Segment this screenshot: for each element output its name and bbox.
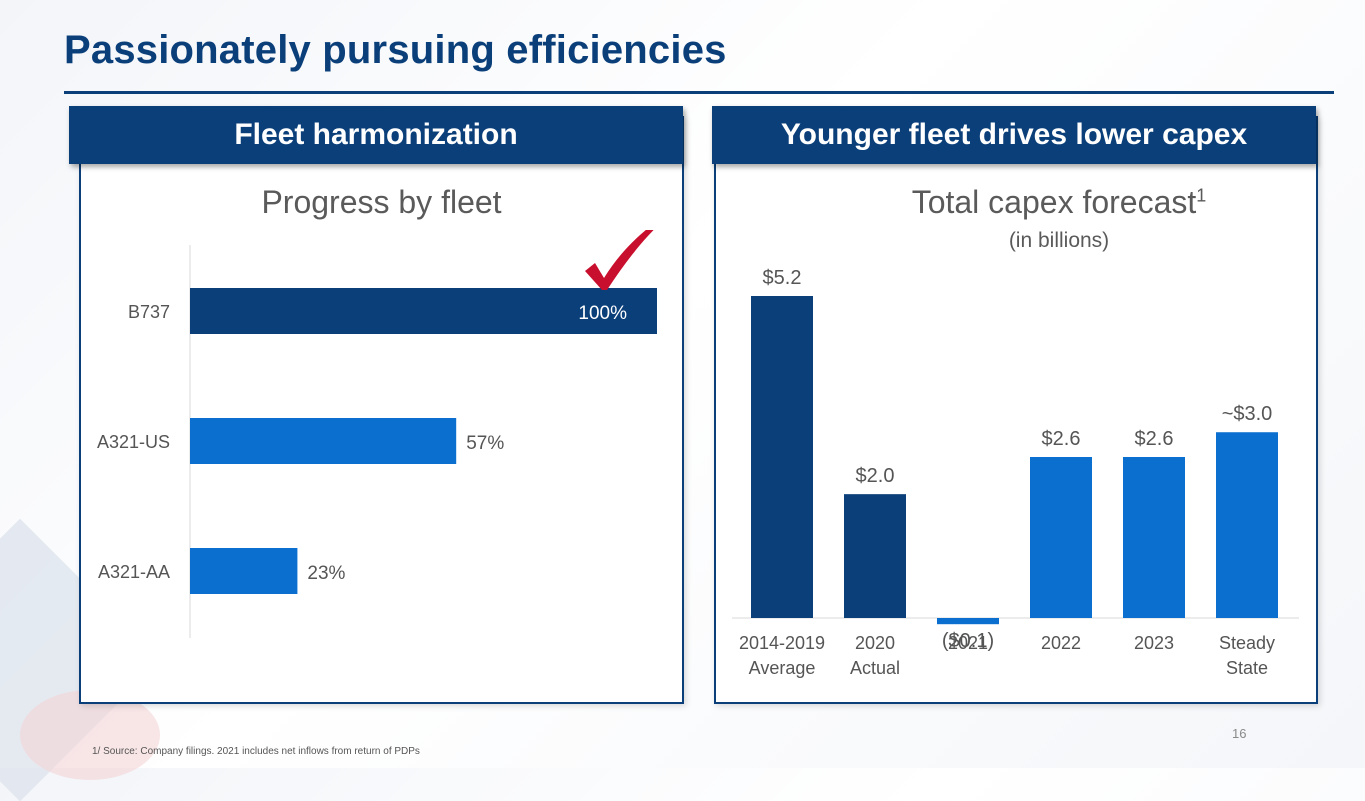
fleet-value-label: 57%: [466, 433, 504, 454]
capex-bar: [1123, 457, 1185, 618]
capex-category-label: 2014-2019: [739, 633, 825, 653]
capex-bar: [844, 494, 906, 618]
fleet-category-label: A321-AA: [98, 562, 170, 582]
fleet-harmonization-header: Fleet harmonization: [69, 106, 683, 164]
capex-forecast-chart: $5.2 2014-2019 Average $2.0 2020 Actual ($0.1)…: [732, 267, 1299, 678]
page-number: 16: [1232, 726, 1247, 741]
capex-value-label: $2.6: [1135, 428, 1174, 450]
capex-bar: [751, 296, 813, 618]
capex-bar: [1216, 432, 1278, 618]
fleet-value-label: 23%: [307, 563, 345, 584]
capex-chart-title: Total capex forecast1: [714, 184, 1365, 221]
capex-value-label: ~$3.0: [1222, 403, 1273, 425]
capex-category-label: 2023: [1134, 633, 1174, 653]
capex-category-label: 2022: [1041, 633, 1081, 653]
fleet-category-label: B737: [128, 302, 170, 322]
title-underline: [64, 91, 1334, 94]
capex-chart-subtitle: (in billions): [1008, 229, 1110, 252]
fleet-harmonization-panel: [79, 116, 684, 704]
capex-chart-title-text: Total capex forecast: [911, 184, 1197, 220]
capex-category-label: Actual: [850, 658, 900, 678]
capex-bar: [937, 618, 999, 625]
capex-header: Younger fleet drives lower capex: [712, 106, 1316, 164]
fleet-category-label: A321-US: [97, 432, 170, 452]
capex-category-label: Average: [749, 658, 816, 678]
progress-chart-title: Progress by fleet: [261, 184, 502, 220]
slide-title: Passionately pursuing efficiencies: [64, 28, 727, 72]
capex-value-label: $5.2: [763, 267, 802, 289]
fleet-bar-a321-us: [190, 418, 457, 464]
fleet-progress-chart: B737 100% A321-US 57% A321-AA 23%: [97, 230, 657, 638]
capex-value-label: $2.6: [1042, 428, 1081, 450]
capex-category-label: 2021: [948, 633, 988, 653]
source-footnote: 1/ Source: Company filings. 2021 include…: [92, 746, 420, 757]
fleet-value-label: 100%: [578, 303, 627, 324]
capex-category-label: State: [1226, 658, 1268, 678]
capex-footnote-marker: 1: [1196, 185, 1207, 206]
capex-bar: [1030, 457, 1092, 618]
fleet-bar-b737: [190, 288, 657, 334]
fleet-bar-a321-aa: [190, 548, 298, 594]
check-icon: [585, 230, 654, 290]
capex-category-label: Steady: [1219, 633, 1275, 653]
capex-value-label: $2.0: [856, 465, 895, 487]
background-decoration-blob: [20, 690, 160, 780]
capex-category-label: 2020: [855, 633, 895, 653]
capex-value-label: ($0.1): [942, 630, 994, 652]
